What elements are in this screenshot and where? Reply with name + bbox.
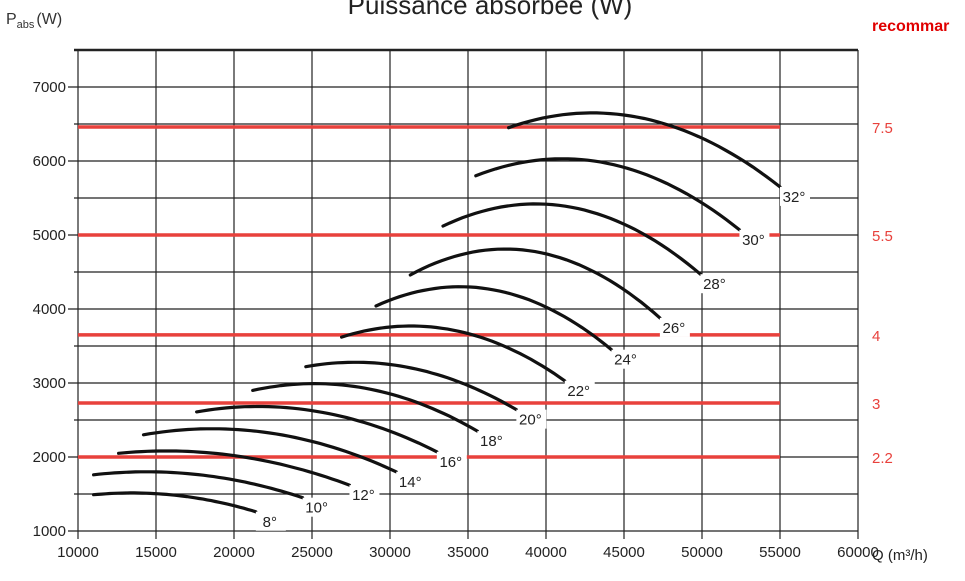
curve-26deg [408,247,662,320]
y-tick-label: 5000 [33,227,66,244]
curve-label: 16° [439,454,462,471]
curve-label: 10° [305,500,328,517]
curve-label: 8° [263,514,277,531]
chart-title: Puissance absorbée (W) [348,0,633,20]
x-tick-label: 45000 [603,544,645,561]
curve-label: 28° [703,276,726,293]
curve-8deg [92,491,258,514]
curve-20deg [304,360,518,412]
curve-18deg [251,381,479,433]
curve-label-bg [436,451,467,471]
motor-label: 2.2 [872,450,893,467]
x-tick-label: 20000 [213,544,255,561]
curve-30deg [474,157,741,232]
x-tick-label: 35000 [447,544,489,561]
curve-16deg [195,404,439,454]
curve-label-bg [349,485,380,505]
y-tick-label: 1000 [33,523,66,540]
curve-10deg [92,470,305,500]
x-tick-label: 50000 [681,544,723,561]
motor-label: 4 [872,328,880,345]
curves: 8° 10° 12° 14° 16° 18° 20° 22° 24° 26° 28° 30° 32° [92,111,810,531]
curve-label-bg [516,409,547,429]
curve-label: 18° [480,433,503,450]
curve-label-bg [611,349,642,369]
curve-label-bg [477,431,508,451]
curve-label-bg [564,380,595,400]
right-axis-label: recommar [872,18,949,35]
curve-12deg [117,449,351,487]
curve-label-bg [739,229,770,249]
x-tick-label: 40000 [525,544,567,561]
motor-lines: 7.5 5.5 4 3 2.2 [78,120,893,467]
curve-label-bg [700,274,731,294]
curve-label: 14° [399,474,422,491]
curve-32deg [507,111,782,189]
curve-label-bg [302,497,333,517]
curve-28deg [441,202,702,276]
curve-22deg [340,324,567,383]
curve-14deg [141,427,398,474]
curve-24deg [374,285,614,352]
y-tick-label: 7000 [33,79,66,96]
motor-label: 3 [872,396,880,413]
x-tick-label: 25000 [291,544,333,561]
curve-label: 26° [663,320,686,337]
curve-label: 20° [519,412,542,429]
y-axis-label: Pabs (W) [6,11,62,31]
x-tick-label: 60000 [837,544,879,561]
curve-label-bg [780,186,810,206]
x-axis-label: Q (m³/h) [872,547,928,564]
curve-label-bg [659,317,690,337]
x-tick-label: 10000 [57,544,99,561]
x-tick-label: 15000 [135,544,177,561]
curve-label-bg [396,471,427,491]
curve-label: 12° [352,487,375,504]
motor-label: 5.5 [872,228,893,245]
curve-label: 32° [783,189,806,206]
y-tick-label: 4000 [33,301,66,318]
curve-label-bg [255,511,286,531]
motor-label: 7.5 [872,120,893,137]
curve-label: 24° [614,352,637,369]
curve-label: 30° [742,232,765,249]
y-tick-label: 2000 [33,449,66,466]
x-tick-label: 55000 [759,544,801,561]
y-tick-label: 6000 [33,153,66,170]
ticks: 10000 15000 20000 25000 30000 35000 40000 45000… [33,79,879,561]
y-tick-label: 3000 [33,375,66,392]
curve-label: 22° [567,383,590,400]
x-tick-label: 30000 [369,544,411,561]
